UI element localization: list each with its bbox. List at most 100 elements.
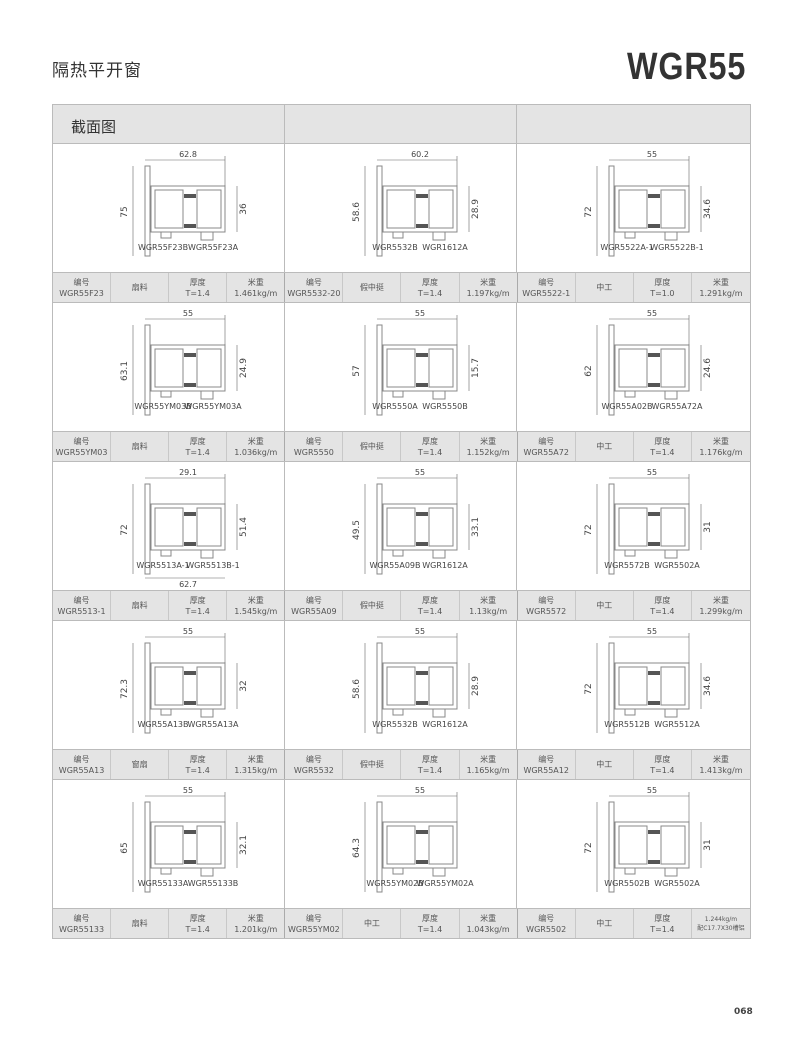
code-cell-text: 编号 (73, 277, 90, 287)
drawing-row: 63.1 55 24.9 WGR55YM03B WGR55YM03A 57 55 15.7 WG… (53, 303, 750, 432)
thickness-cell-text: 厚度 (189, 913, 206, 923)
thickness-cell-text: 厚度 (654, 913, 671, 923)
profile-outline (376, 642, 458, 734)
thermal-break-strip (184, 860, 196, 864)
code-cell-text: WGR55F23 (59, 288, 104, 298)
thermal-break-strip (184, 512, 196, 516)
code-cell: 编号 WGR55YM02 (285, 909, 344, 938)
type-cell-text: 中工 (596, 919, 613, 928)
thermal-break-strip (648, 830, 660, 834)
type-cell: 中工 (576, 591, 634, 620)
code-cell: 编号 WGR55133 (53, 909, 112, 938)
thickness-cell: 厚度 T=1.4 (169, 750, 228, 779)
weight-cell-text: 米重 (712, 436, 729, 446)
thickness-cell: 厚度 T=1.4 (169, 909, 228, 938)
part-label: WGR5513B-1 (186, 561, 240, 570)
code-cell-text: 编号 (305, 595, 322, 605)
thermal-break-strip (416, 353, 428, 357)
dimension-lines (596, 315, 702, 415)
width-dimension: 62.8 (179, 150, 197, 159)
inner-height-dimension: 34.6 (703, 199, 713, 219)
thickness-cell-text: 厚度 (189, 595, 206, 605)
inner-height-dimension: 32 (239, 680, 249, 691)
weight-cell-text: 1.201kg/m (234, 924, 278, 934)
code-cell-text: 编号 (305, 277, 322, 287)
code-cell-text: WGR5532 (293, 765, 334, 775)
dimension-lines (596, 792, 702, 892)
thickness-cell-text: 厚度 (422, 436, 439, 446)
code-cell-text: WGR55A09 (291, 606, 337, 616)
weight-cell-text: 1.291kg/m (699, 288, 743, 298)
thickness-cell: 厚度 T=1.4 (634, 750, 692, 779)
thermal-break-strip (184, 353, 196, 357)
type-cell: 中工 (576, 750, 634, 779)
category-title: 隔热平开窗 (52, 61, 142, 81)
weight-cell-text: 米重 (712, 277, 729, 287)
width-dimension: 55 (647, 309, 657, 318)
dimension-lines (132, 315, 238, 415)
inner-height-dimension: 28.9 (471, 199, 481, 219)
profile-drawing-cell: 72 55 31 WGR5572B WGR5502A (517, 462, 750, 590)
profile-drawing-cell: 72 29.1 51.4 62.7 WGR5513A-1 WGR5513B-1 (53, 462, 285, 590)
code-cell: 编号 WGR55A72 (518, 432, 576, 461)
height-dimension: 75 (120, 206, 130, 217)
part-label: WGR5502B (604, 879, 650, 888)
profile-outline (144, 483, 226, 575)
part-label: WGR55A13B (138, 720, 189, 729)
thermal-break-strip (416, 860, 428, 864)
thickness-cell-text: 厚度 (654, 277, 671, 287)
code-cell: 编号 WGR5550 (285, 432, 344, 461)
inner-height-dimension: 24.6 (703, 358, 713, 378)
weight-cell: 米重 1.413kg/m (692, 750, 750, 779)
thermal-break-strip (648, 383, 660, 387)
weight-cell-text: 1.461kg/m (234, 288, 278, 298)
weight-cell-text: 1.13kg/m (469, 606, 508, 616)
code-cell-text: 编号 (538, 595, 555, 605)
info-row: 编号 WGR55F23 扇料 厚度 T=1.4 米重 1.461kg/m 编号 WGR5532-… (53, 273, 750, 303)
type-cell-text: 假中挺 (359, 601, 384, 610)
type-cell-text: 假中挺 (359, 760, 384, 769)
thickness-cell-text: 厚度 (422, 913, 439, 923)
dimension-lines (132, 792, 238, 892)
thickness-cell-text: 厚度 (422, 595, 439, 605)
section-header: 截面图 (53, 105, 285, 143)
height-dimension: 65 (120, 842, 130, 853)
profile-outline (376, 801, 458, 893)
type-cell-text: 扇料 (131, 919, 148, 928)
part-label: WGR55133B (188, 879, 239, 888)
thermal-break-strip (416, 830, 428, 834)
type-cell-text: 中工 (363, 919, 380, 928)
profile-outline (608, 642, 690, 734)
type-cell: 假中挺 (343, 591, 402, 620)
profile-drawing-cell: 72 55 34.6 WGR5512B WGR5512A (517, 621, 750, 749)
code-cell-text: WGR55A72 (523, 447, 569, 457)
dimension-lines (132, 633, 238, 733)
thermal-break-strip (648, 671, 660, 675)
thickness-cell-text: 厚度 (654, 436, 671, 446)
width-dimension: 60.2 (411, 150, 429, 159)
thermal-break-strip (416, 383, 428, 387)
thickness-cell: 厚度 T=1.4 (401, 273, 460, 302)
thickness-cell-text: T=1.4 (417, 765, 443, 775)
height-dimension: 62 (584, 365, 594, 376)
type-cell-text: 中工 (596, 442, 613, 451)
code-cell-text: 编号 (73, 754, 90, 764)
height-dimension: 49.5 (352, 520, 362, 540)
part-label: WGR5532B (372, 243, 418, 252)
inner-height-dimension: 15.7 (471, 358, 481, 378)
weight-cell-text: 米重 (712, 754, 729, 764)
thickness-cell: 厚度 T=1.4 (634, 432, 692, 461)
profile-drawing-cell: 49.5 55 33.1 WGR55A09B WGR1612A (285, 462, 517, 590)
profile-outline (144, 801, 226, 893)
weight-cell-text: 米重 (247, 595, 264, 605)
drawing-row: 72 29.1 51.4 62.7 WGR5513A-1 WGR5513B-1 49.5 55… (53, 462, 750, 591)
type-cell-text: 假中挺 (359, 442, 384, 451)
thickness-cell-text: T=1.4 (185, 606, 210, 616)
type-cell-text: 扇料 (131, 442, 148, 451)
thermal-break-strip (648, 353, 660, 357)
thermal-break-strip (648, 860, 660, 864)
info-row: 编号 WGR55A13 窗扇 厚度 T=1.4 米重 1.315kg/m 编号 WGR5532 假… (53, 750, 750, 780)
thickness-cell-text: 厚度 (422, 277, 439, 287)
